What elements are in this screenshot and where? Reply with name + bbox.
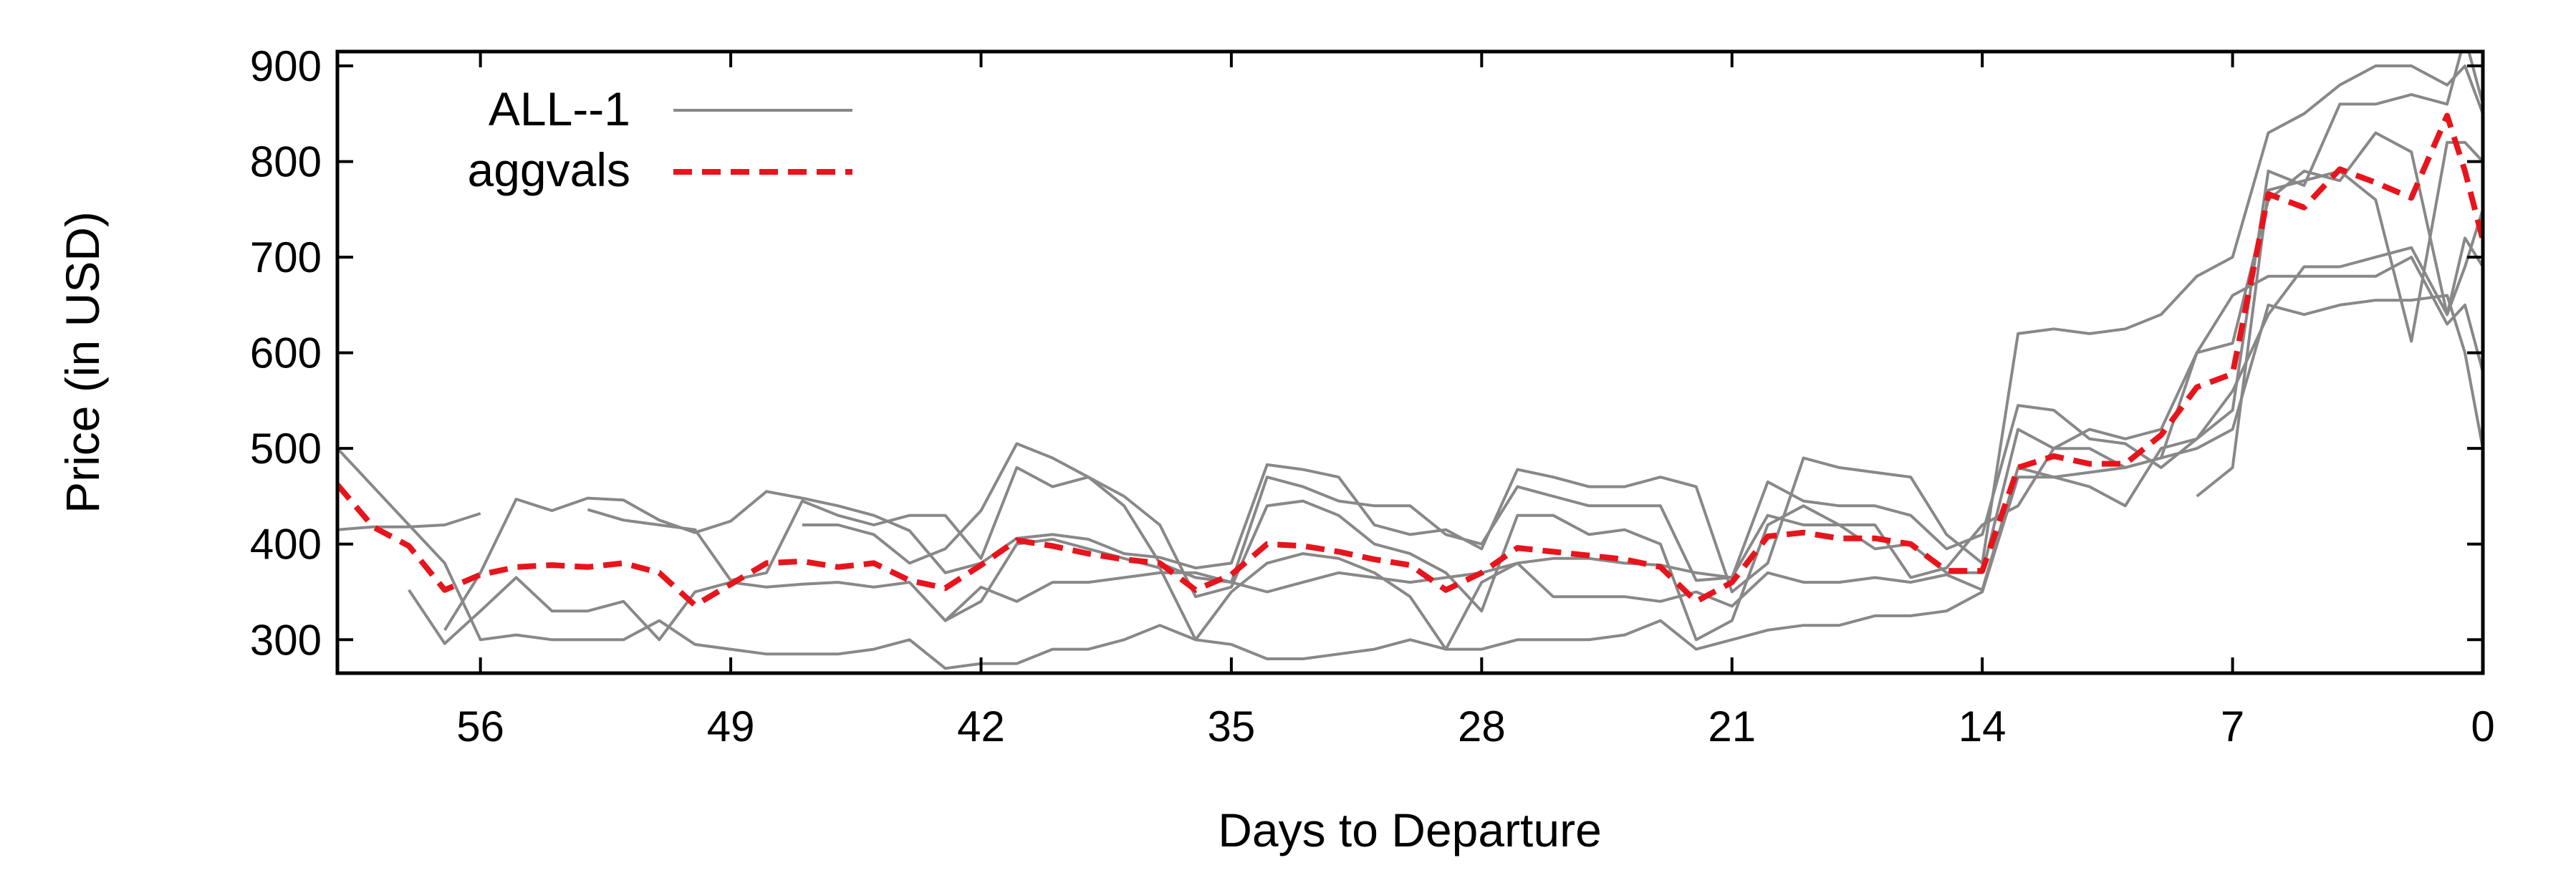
x-tick-label: 21 — [1708, 703, 1756, 751]
y-tick-label: 900 — [250, 42, 322, 90]
legend-label-aggvals: aggvals — [468, 143, 631, 196]
y-axis-title: Price (in USD) — [56, 211, 109, 513]
x-tick-label: 42 — [957, 703, 1005, 751]
y-tick-label: 500 — [250, 425, 322, 473]
y-tick-label: 800 — [250, 138, 322, 186]
series-line-all-1 — [337, 294, 2483, 670]
series-line-all-5 — [587, 52, 2483, 584]
series-line-all-2 — [337, 512, 481, 531]
ticks-layer: 56 49 42 35 28 21 14 7 0 300 400 500 600 700 800 900 — [250, 42, 2495, 751]
x-tick-label: 35 — [1208, 703, 1256, 751]
series-layer — [337, 52, 2483, 670]
x-tick-label: 14 — [1959, 703, 2007, 751]
x-tick-label: 7 — [2221, 703, 2244, 751]
legend-label-all: ALL--1 — [489, 82, 630, 135]
y-tick-label: 700 — [250, 233, 322, 281]
series-line-all-3 — [408, 208, 2483, 645]
series-line-aggvals — [337, 112, 2483, 609]
x-tick-label: 56 — [456, 703, 504, 751]
series-line-all-6 — [802, 131, 2483, 642]
x-tick-label: 49 — [707, 703, 755, 751]
x-axis-title: Days to Departure — [1218, 803, 1602, 856]
legend: ALL--1 aggvals — [468, 82, 852, 196]
y-tick-label: 300 — [250, 616, 322, 664]
y-tick-label: 600 — [250, 329, 322, 377]
series-line-all-4 — [443, 64, 2483, 631]
x-tick-label: 0 — [2471, 703, 2494, 751]
y-tick-label: 400 — [250, 521, 322, 569]
plot-frame — [335, 49, 2485, 675]
x-tick-label: 28 — [1458, 703, 1506, 751]
